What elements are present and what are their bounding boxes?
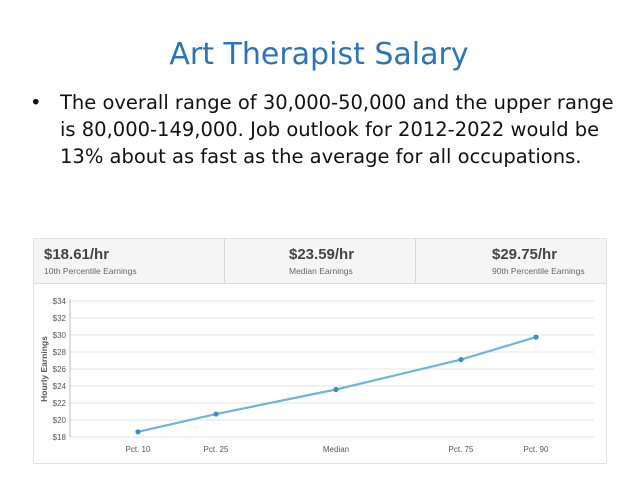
y-tick-label: $18 [53, 433, 67, 442]
bullet-text: The overall range of 30,000-50,000 and t… [60, 91, 614, 168]
x-category-label: Pct. 10 [126, 445, 151, 454]
y-tick-label: $34 [53, 297, 67, 306]
y-tick-label: $30 [53, 331, 67, 340]
y-tick-label: $24 [53, 382, 67, 391]
stat-label: 10th Percentile Earnings [44, 266, 137, 276]
stat-90th-percentile: $29.75/hr 90th Percentile Earnings [416, 239, 606, 283]
stat-value: $23.59/hr [289, 246, 355, 263]
x-category-label: Pct. 90 [524, 445, 549, 454]
y-tick-label: $20 [53, 416, 67, 425]
hourly-earnings-line-chart: $18 $20 $22 $24 $26 $28 $30 $32 $34 Hourly Earnin… [39, 297, 594, 454]
bullet-marker: • [30, 91, 42, 114]
x-category-label: Pct. 25 [204, 445, 229, 454]
y-tick-label: $28 [53, 348, 67, 357]
earnings-stats-row: $18.61/hr 10th Percentile Earnings $23.5… [34, 239, 606, 284]
data-point [333, 386, 339, 393]
data-point [458, 357, 464, 363]
salary-chart-panel: $18.61/hr 10th Percentile Earnings $23.5… [33, 238, 607, 464]
y-tick-label: $32 [53, 314, 67, 323]
y-axis-title: Hourly Earnings [39, 336, 49, 402]
stat-value: $29.75/hr [492, 246, 558, 263]
data-point [213, 411, 219, 417]
stat-label: 90th Percentile Earnings [492, 266, 585, 276]
data-point [135, 429, 141, 435]
y-tick-label: $26 [53, 365, 67, 374]
y-tick-label: $22 [53, 399, 67, 408]
bullet-item: • The overall range of 30,000-50,000 and… [30, 89, 615, 170]
x-category-label: Pct. 75 [449, 445, 474, 454]
slide-title: Art Therapist Salary [169, 37, 469, 72]
data-point [533, 334, 539, 340]
stat-label: Median Earnings [289, 266, 353, 276]
bullet-list: • The overall range of 30,000-50,000 and… [30, 89, 615, 170]
stat-10th-percentile: $18.61/hr 10th Percentile Earnings [34, 239, 225, 283]
earnings-series-line [137, 336, 537, 433]
x-category-label: Median [323, 445, 349, 454]
stat-median: $23.59/hr Median Earnings [225, 239, 416, 283]
stat-value: $18.61/hr [44, 246, 110, 263]
